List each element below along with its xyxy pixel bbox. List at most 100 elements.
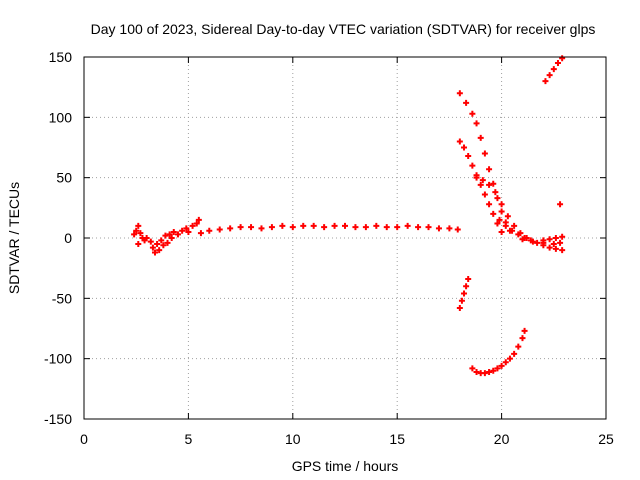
data-point xyxy=(486,166,493,173)
data-point xyxy=(463,99,470,106)
data-point xyxy=(559,247,566,254)
data-point xyxy=(248,224,255,231)
data-point xyxy=(185,228,192,235)
data-point xyxy=(511,222,518,229)
data-point xyxy=(540,237,547,244)
y-tick-label: -100 xyxy=(44,351,72,367)
data-point xyxy=(131,231,138,238)
data-point xyxy=(197,230,204,237)
x-tick-label: 5 xyxy=(185,431,193,447)
data-point xyxy=(490,367,497,374)
data-point xyxy=(504,213,511,220)
data-point xyxy=(552,235,559,241)
data-point xyxy=(534,239,541,246)
data-point xyxy=(154,241,161,248)
data-point xyxy=(137,230,144,237)
data-point xyxy=(162,232,169,239)
data-point xyxy=(300,222,307,229)
data-point xyxy=(179,227,186,234)
data-point xyxy=(195,216,202,223)
data-point xyxy=(473,174,480,181)
data-point xyxy=(461,144,468,151)
data-point xyxy=(490,180,497,187)
data-point xyxy=(456,138,463,145)
data-point xyxy=(321,224,328,231)
data-point xyxy=(550,66,557,73)
data-point xyxy=(227,225,234,232)
data-point xyxy=(415,224,422,231)
data-point xyxy=(352,224,359,231)
data-point xyxy=(479,177,486,184)
data-point xyxy=(554,60,561,67)
data-point xyxy=(559,55,566,62)
data-point xyxy=(515,343,522,350)
data-point xyxy=(546,244,553,251)
y-tick-label: 100 xyxy=(49,109,73,125)
data-point xyxy=(486,201,493,208)
data-point xyxy=(498,208,505,215)
data-point xyxy=(492,189,499,196)
data-point xyxy=(164,239,171,246)
data-point xyxy=(498,201,505,208)
y-tick-label: -50 xyxy=(52,290,72,306)
data-point xyxy=(183,225,190,232)
data-point xyxy=(160,242,167,249)
data-point xyxy=(529,238,536,245)
plot-frame xyxy=(83,56,607,420)
data-point xyxy=(477,181,484,188)
axis-ticks: -150 -100 -50 0 50 100 150 0 5 10 15 20 25 xyxy=(44,49,614,447)
data-point xyxy=(498,228,505,235)
data-point xyxy=(463,283,470,290)
data-point xyxy=(469,162,476,169)
data-point xyxy=(404,222,411,229)
data-point xyxy=(486,368,493,375)
data-point xyxy=(477,134,484,141)
x-tick-label: 10 xyxy=(285,431,301,447)
y-tick-label: 150 xyxy=(49,49,73,65)
data-point xyxy=(486,181,493,188)
data-point xyxy=(458,297,465,304)
data-point xyxy=(552,245,559,252)
data-point xyxy=(519,236,526,243)
y-tick-label: 0 xyxy=(64,230,72,246)
data-point xyxy=(170,228,177,235)
y-tick-label: -150 xyxy=(44,411,72,427)
data-point xyxy=(258,225,265,232)
data-point xyxy=(446,225,453,232)
x-tick-label: 25 xyxy=(598,431,614,447)
data-point xyxy=(559,233,566,240)
data-point xyxy=(151,249,158,256)
data-point xyxy=(454,226,461,233)
data-point xyxy=(147,238,154,245)
data-point xyxy=(473,368,480,375)
data-point xyxy=(461,290,468,297)
data-point xyxy=(310,222,317,229)
data-point xyxy=(158,237,165,244)
data-point xyxy=(279,222,286,229)
data-point xyxy=(557,239,564,246)
x-axis-label: GPS time / hours xyxy=(292,458,399,474)
data-point xyxy=(435,225,442,232)
data-point xyxy=(149,244,156,251)
grid xyxy=(84,57,606,419)
x-tick-label: 0 xyxy=(80,431,88,447)
data-point xyxy=(373,222,380,229)
data-point xyxy=(494,220,501,227)
data-point xyxy=(469,365,476,372)
data-point xyxy=(481,150,488,157)
data-point xyxy=(289,224,296,231)
data-point xyxy=(550,241,557,248)
data-point xyxy=(557,201,564,208)
data-point xyxy=(465,152,472,159)
data-point xyxy=(521,327,528,334)
data-point xyxy=(456,90,463,97)
x-tick-label: 20 xyxy=(494,431,510,447)
data-point xyxy=(481,191,488,198)
data-point xyxy=(156,247,163,254)
data-point xyxy=(383,224,390,231)
data-point xyxy=(135,222,142,229)
data-point xyxy=(519,335,526,342)
data-point xyxy=(481,370,488,377)
data-point xyxy=(331,222,338,229)
